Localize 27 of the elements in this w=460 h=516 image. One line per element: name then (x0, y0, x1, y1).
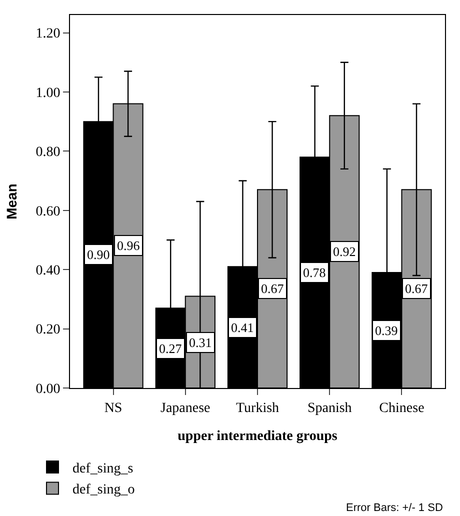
y-tick-label: 0.20 (36, 322, 60, 338)
x-tick-label: Chinese (379, 400, 424, 416)
legend-label: def_sing_o (72, 482, 135, 498)
legend-label: def_sing_s (72, 461, 134, 476)
data-label: 0.41 (231, 320, 254, 335)
data-label: 0.27 (159, 341, 182, 356)
x-axis-title: upper intermediate groups (178, 429, 338, 444)
x-tick-label: Japanese (160, 400, 210, 416)
data-label: 0.90 (87, 247, 110, 262)
x-tick-label: NS (104, 400, 122, 416)
data-label: 0.67 (261, 281, 284, 296)
data-label: 0.78 (303, 265, 326, 280)
y-tick-label: 0.60 (36, 204, 60, 220)
data-label: 0.31 (189, 335, 212, 350)
y-tick-label: 0.40 (36, 263, 60, 278)
y-tick-label: 1.20 (36, 26, 60, 42)
data-label: 0.96 (117, 238, 140, 253)
text: Error Bars: +/- 1 SD (346, 502, 443, 514)
x-tick-label: Spanish (307, 400, 352, 416)
y-tick-label: 0.80 (36, 145, 60, 160)
data-label: 0.92 (333, 244, 356, 259)
y-tick-label: 0.00 (36, 382, 60, 397)
x-tick-label: Turkish (236, 400, 280, 416)
y-axis-title: Mean (3, 184, 20, 220)
data-label: 0.39 (375, 323, 398, 338)
y-tick-label: 1.00 (36, 86, 60, 101)
data-label: 0.67 (405, 281, 428, 296)
